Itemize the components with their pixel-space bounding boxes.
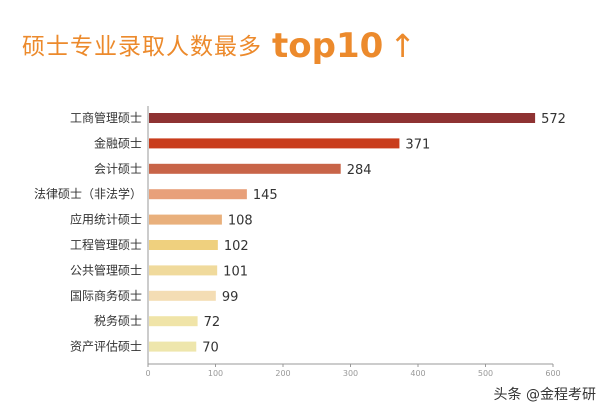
watermark: 头条 @金程考研 [493, 387, 596, 403]
data-label: 572 [541, 112, 566, 127]
data-label: 101 [223, 264, 248, 279]
category-label: 会计硕士 [94, 162, 142, 176]
x-tick-label: 100 [208, 369, 223, 378]
chart-title: 硕士专业录取人数最多 top10 ↑ [22, 26, 417, 66]
x-tick-label: 600 [545, 369, 560, 378]
data-label: 108 [228, 214, 253, 229]
bar [149, 189, 247, 200]
bar [149, 214, 222, 225]
bar [149, 163, 341, 174]
category-label: 法律硕士（非法学） [34, 186, 142, 201]
x-tick-label: 500 [478, 369, 493, 378]
x-tick-label: 300 [343, 369, 358, 378]
data-label: 102 [224, 239, 249, 254]
bar [149, 290, 216, 301]
category-label: 资产评估硕士 [70, 340, 142, 354]
bar [149, 316, 198, 327]
title-highlight: top10 [272, 26, 384, 66]
bar [149, 341, 197, 352]
x-tick-label: 400 [410, 369, 425, 378]
bar [149, 240, 218, 250]
data-label: 145 [253, 188, 278, 203]
data-label: 99 [222, 290, 239, 305]
x-tick-label: 0 [145, 369, 150, 378]
data-label: 284 [347, 163, 372, 178]
category-label: 工程管理硕士 [70, 237, 142, 252]
data-label: 72 [204, 315, 221, 330]
bar [149, 265, 218, 276]
category-label: 工商管理硕士 [70, 110, 142, 125]
category-label: 应用统计硕士 [70, 212, 142, 227]
category-label: 金融硕士 [94, 135, 142, 150]
up-arrow-icon: ↑ [389, 27, 418, 65]
x-tick-label: 200 [275, 369, 290, 378]
bar [149, 138, 400, 149]
category-label: 公共管理硕士 [70, 262, 142, 277]
category-label: 国际商务硕士 [70, 288, 142, 303]
data-label: 70 [202, 341, 219, 356]
bar [149, 113, 536, 123]
category-label: 税务硕士 [94, 313, 142, 328]
data-label: 371 [405, 137, 430, 152]
title-text: 硕士专业录取人数最多 [22, 34, 262, 60]
